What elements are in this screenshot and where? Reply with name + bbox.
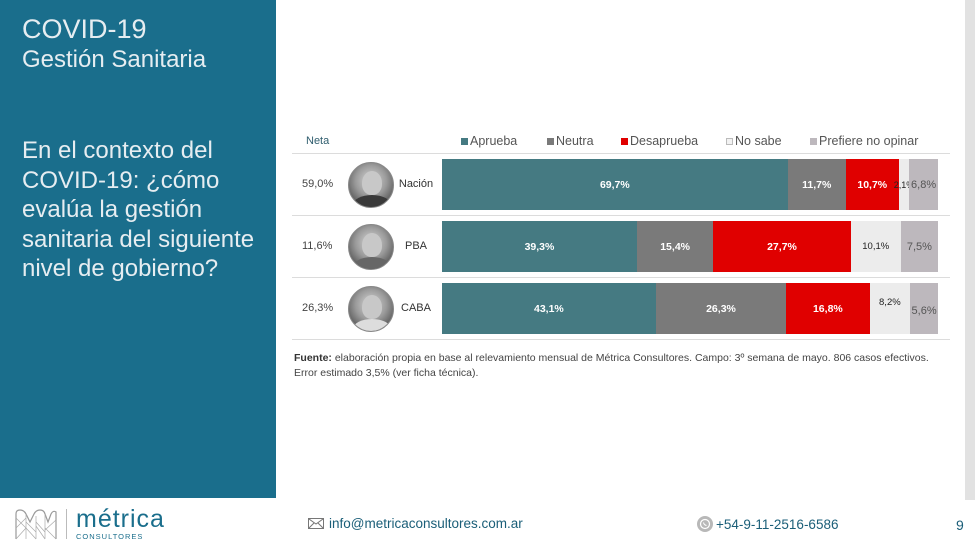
legend-item-aprueba: Aprueba: [461, 134, 547, 148]
legend-label: Desaprueba: [630, 134, 699, 148]
chart-source-note: Fuente: elaboración propia en base al re…: [294, 351, 934, 381]
chart-row-caba: 26,3% CABA 43,1% 26,3% 16,8% 8,2% 5,6%: [292, 278, 950, 340]
bar-segment-no-sabe: 8,2%: [869, 283, 911, 334]
government-level-label: PBA: [404, 240, 427, 252]
legend-item-no-sabe: No sabe: [726, 134, 810, 148]
portrait-caba: [348, 286, 394, 332]
neta-value: 26,3%: [302, 302, 334, 314]
bar-segment-aprueba: 43,1%: [442, 283, 656, 334]
contact-email[interactable]: info@metricaconsultores.com.ar: [308, 516, 523, 531]
bar-segment-prefiere-no-opinar: 6,8%: [909, 159, 938, 210]
portrait-nacion: [348, 162, 394, 208]
bar-segment-aprueba: 39,3%: [442, 221, 637, 272]
slide-title: COVID-19: [22, 14, 147, 44]
chart-legend: Aprueba Neutra Desaprueba No sabe Prefie…: [461, 134, 918, 148]
bar-segment-prefiere-no-opinar: 7,5%: [900, 221, 938, 272]
neta-value: 59,0%: [302, 178, 334, 190]
logo-mark-icon: [14, 508, 58, 540]
right-edge-strip: [965, 0, 975, 500]
stacked-bar-chart: Neta Aprueba Neutra Desaprueba No sabe: [292, 130, 950, 340]
legend-item-prefiere-no-opinar: Prefiere no opinar: [810, 134, 918, 148]
legend-label: Aprueba: [470, 134, 518, 148]
bar-segment-desaprueba: 27,7%: [713, 221, 851, 272]
legend-swatch-icon: [621, 137, 628, 145]
slide-subtitle: Gestión Sanitaria: [22, 46, 207, 73]
legend-item-desaprueba: Desaprueba: [621, 134, 726, 148]
legend-item-neutra: Neutra: [547, 134, 621, 148]
portrait-pba: [348, 224, 394, 270]
source-text: elaboración propia en base al relevamien…: [294, 352, 929, 379]
survey-question: En el contexto del COVID-19: ¿cómo evalú…: [22, 137, 255, 282]
chart-legend-row: Neta Aprueba Neutra Desaprueba No sabe: [292, 130, 950, 154]
neta-value: 11,6%: [302, 240, 333, 252]
bar-segment-desaprueba: 10,7%: [845, 159, 899, 210]
contact-phone[interactable]: +54-9-11-2516-6586: [697, 516, 838, 532]
chart-row-pba: 11,6% PBA 39,3% 15,4% 27,7% 10,1% 7,5%: [292, 216, 950, 278]
bar-segment-neutra: 26,3%: [655, 283, 787, 334]
email-text: info@metricaconsultores.com.ar: [329, 516, 523, 531]
whatsapp-icon: [697, 516, 713, 532]
neta-header: Neta: [306, 135, 330, 147]
stacked-bar: 39,3% 15,4% 27,7% 10,1% 7,5%: [442, 221, 938, 272]
bar-segment-no-sabe: 2,1%: [894, 159, 914, 210]
source-label: Fuente:: [294, 352, 332, 364]
phone-text: +54-9-11-2516-6586: [716, 516, 839, 532]
legend-swatch-icon: [726, 137, 733, 145]
legend-swatch-icon: [810, 137, 817, 145]
envelope-icon: [308, 518, 324, 529]
government-level-label: CABA: [401, 302, 431, 314]
legend-label: Neutra: [556, 134, 594, 148]
legend-label: No sabe: [735, 134, 782, 148]
logo-text: métrica CONSULTORES: [76, 505, 165, 542]
left-panel: COVID-19 Gestión Sanitaria En el context…: [0, 0, 276, 498]
government-level-label: Nación: [398, 178, 434, 190]
bar-segment-prefiere-no-opinar: 5,6%: [910, 283, 938, 334]
page-number: 9: [956, 517, 964, 533]
stacked-bar: 69,7% 11,7% 10,7% 2,1% 6,8%: [442, 159, 938, 210]
bar-segment-neutra: 15,4%: [636, 221, 714, 272]
chart-row-nacion: 59,0% Nación 69,7% 11,7% 10,7% 2,1% 6,8%: [292, 154, 950, 216]
bar-segment-no-sabe: 10,1%: [850, 221, 901, 272]
logo-subtitle: CONSULTORES: [76, 532, 144, 541]
metrica-logo: métrica CONSULTORES: [14, 507, 165, 541]
bar-segment-neutra: 11,7%: [787, 159, 846, 210]
logo-divider: [66, 509, 67, 539]
logo-name: métrica: [76, 505, 165, 533]
legend-label: Prefiere no opinar: [819, 134, 919, 148]
bar-segment-desaprueba: 16,8%: [786, 283, 870, 334]
stacked-bar: 43,1% 26,3% 16,8% 8,2% 5,6%: [442, 283, 938, 334]
legend-swatch-icon: [547, 137, 554, 145]
legend-swatch-icon: [461, 137, 468, 145]
bar-segment-aprueba: 69,7%: [442, 159, 788, 210]
